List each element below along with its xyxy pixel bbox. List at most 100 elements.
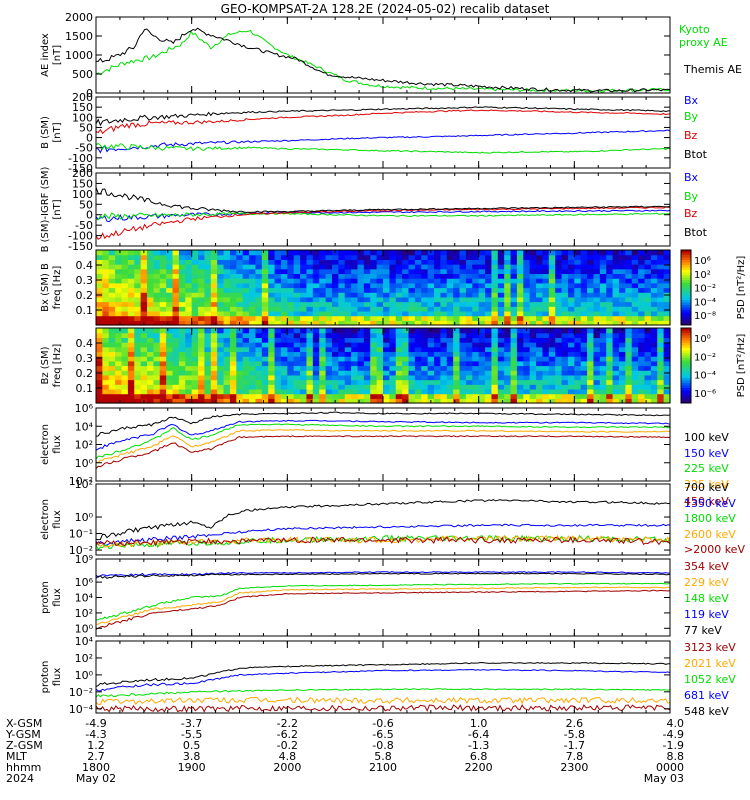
spectrogram-cell bbox=[497, 379, 505, 385]
legend-entry: 3123 keV bbox=[684, 641, 736, 654]
spectrogram-cell bbox=[567, 306, 575, 312]
spectrogram-cell bbox=[599, 356, 607, 362]
spectrogram-cell bbox=[325, 264, 333, 270]
spectrogram-cell bbox=[223, 310, 231, 317]
spectrogram-cell bbox=[300, 254, 308, 260]
spectrogram-cell bbox=[459, 296, 467, 303]
spectrogram-cell bbox=[612, 365, 620, 371]
spectrogram-cell bbox=[612, 254, 620, 260]
spectrogram-cell bbox=[319, 328, 327, 334]
spectrogram-cell bbox=[587, 259, 595, 265]
spectrogram-cell bbox=[312, 254, 320, 260]
spectrogram-cell bbox=[459, 398, 467, 404]
spectrogram-cell bbox=[204, 388, 212, 395]
y-tick-label: -150 bbox=[68, 240, 93, 253]
spectrogram-cell bbox=[593, 384, 601, 390]
spectrogram-cell bbox=[338, 282, 346, 289]
spectrogram-cell bbox=[427, 374, 435, 381]
spectrogram-cell bbox=[663, 306, 671, 312]
spectrogram-cell bbox=[555, 320, 563, 326]
spectrogram-cell bbox=[108, 328, 116, 334]
spectrogram-cell bbox=[504, 384, 512, 390]
spectrogram-cell bbox=[274, 393, 282, 399]
spectrogram-cell bbox=[127, 264, 135, 270]
spectrogram-cell bbox=[185, 292, 193, 298]
spectrogram-cell bbox=[408, 351, 416, 357]
spectrogram-cell bbox=[510, 320, 518, 326]
spectrogram-cell bbox=[185, 254, 193, 260]
spectrogram-cell bbox=[178, 264, 186, 270]
spectrogram-cell bbox=[255, 310, 263, 317]
spectrogram-cell bbox=[166, 273, 174, 279]
spectrogram-cell bbox=[319, 254, 327, 260]
spectrogram-cell bbox=[306, 388, 314, 395]
spectrogram-cell bbox=[631, 365, 639, 371]
spectrogram-cell bbox=[185, 379, 193, 385]
spectrogram-cell bbox=[395, 310, 403, 317]
spectrogram-cell bbox=[134, 356, 142, 362]
colorbar-swatch bbox=[681, 373, 691, 376]
spectrogram-cell bbox=[255, 351, 263, 357]
spectrogram-cell bbox=[459, 365, 467, 371]
spectrogram-cell bbox=[363, 282, 371, 289]
spectrogram-cell bbox=[587, 356, 595, 362]
spectrogram-cell bbox=[287, 306, 295, 312]
spectrogram-cell bbox=[593, 328, 601, 334]
spectrogram-cell bbox=[293, 351, 301, 357]
spectrogram-cell bbox=[402, 282, 410, 289]
spectrogram-cell bbox=[306, 306, 314, 312]
spectrogram-cell bbox=[159, 306, 167, 312]
xaxis-tick-value: -1.7 bbox=[564, 739, 585, 752]
spectrogram-cell bbox=[127, 384, 135, 390]
spectrogram-cell bbox=[140, 379, 148, 385]
spectrogram-cell bbox=[516, 320, 524, 326]
spectrogram-cell bbox=[434, 332, 441, 338]
spectrogram-cell bbox=[446, 384, 454, 390]
spectrogram-cell bbox=[287, 259, 295, 265]
y-tick-label: -50 bbox=[75, 142, 93, 155]
spectrogram-cell bbox=[497, 370, 505, 376]
spectrogram-cell bbox=[459, 374, 467, 381]
spectrogram-cell bbox=[657, 360, 665, 367]
spectrogram-cell bbox=[108, 332, 116, 338]
spectrogram-cell bbox=[421, 365, 429, 371]
spectrogram-cell bbox=[249, 254, 257, 260]
spectrogram-cell bbox=[249, 370, 257, 376]
spectrogram-cell bbox=[459, 250, 467, 256]
spectrogram-cell bbox=[331, 374, 339, 381]
spectrogram-cell bbox=[414, 259, 422, 265]
spectrogram-cell bbox=[504, 398, 512, 404]
spectrogram-cell bbox=[421, 393, 429, 399]
spectrogram-cell bbox=[300, 250, 308, 256]
spectrogram-cell bbox=[280, 356, 288, 362]
spectrogram-cell bbox=[414, 356, 422, 362]
spectrogram-cell bbox=[593, 254, 601, 260]
spectrogram-cell bbox=[198, 379, 206, 385]
spectrogram-cell bbox=[147, 398, 154, 404]
spectrogram-cell bbox=[185, 374, 193, 381]
spectrogram-cell bbox=[465, 250, 473, 256]
spectrogram-cell bbox=[440, 301, 448, 307]
spectrogram-cell bbox=[414, 346, 422, 353]
y-axis-label-line: B (SM)-IGRF (SM) bbox=[40, 167, 51, 253]
spectrogram-cell bbox=[657, 398, 665, 404]
spectrogram-cell bbox=[478, 254, 486, 260]
spectrogram-cell bbox=[389, 356, 397, 362]
spectrogram-cell bbox=[612, 315, 620, 321]
spectrogram-cell bbox=[574, 315, 582, 321]
spectrogram-cell bbox=[402, 320, 410, 326]
spectrogram-cell bbox=[504, 268, 512, 275]
spectrogram-cell bbox=[491, 250, 499, 256]
colorbar-swatch bbox=[681, 290, 691, 293]
spectrogram-cell bbox=[249, 296, 257, 303]
spectrogram-cell bbox=[108, 292, 116, 298]
spectrogram-cell bbox=[650, 332, 658, 338]
spectrogram-cell bbox=[217, 273, 225, 279]
spectrogram-cell bbox=[542, 346, 550, 353]
spectrogram-cell bbox=[414, 398, 422, 404]
spectrogram-cell bbox=[650, 346, 658, 353]
spectrogram-cell bbox=[204, 259, 212, 265]
spectrogram-cell bbox=[121, 310, 129, 317]
spectrogram-cell bbox=[255, 356, 263, 362]
